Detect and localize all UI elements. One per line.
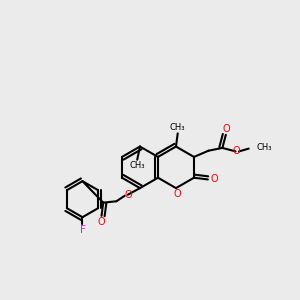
Text: O: O — [233, 146, 240, 156]
Text: O: O — [98, 217, 105, 227]
Text: F: F — [80, 225, 85, 235]
Text: CH₃: CH₃ — [130, 161, 145, 170]
Text: O: O — [210, 174, 218, 184]
Text: CH₃: CH₃ — [170, 123, 185, 132]
Text: O: O — [124, 190, 132, 200]
Text: CH₃: CH₃ — [256, 143, 272, 152]
Text: O: O — [222, 124, 230, 134]
Text: O: O — [174, 189, 181, 199]
